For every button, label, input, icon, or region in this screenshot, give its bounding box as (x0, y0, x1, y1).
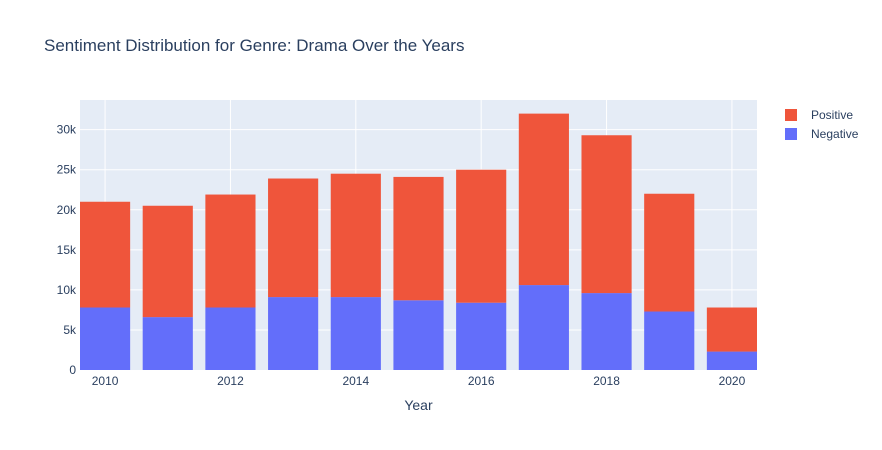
x-tick-label: 2012 (217, 374, 244, 388)
bar-negative-2019 (644, 311, 695, 370)
bar-negative-2015 (393, 300, 444, 370)
x-tick-label: 2018 (593, 374, 620, 388)
bar-negative-2014 (330, 297, 381, 370)
legend-label: Positive (811, 108, 853, 122)
bar-positive-2016 (456, 169, 507, 303)
bar-positive-2010 (80, 201, 131, 308)
x-tick-label: 2014 (342, 374, 369, 388)
bar-positive-2015 (393, 176, 444, 301)
x-axis: 2010 2012 2014 2016 2018 2020 (92, 374, 746, 388)
bar-positive-2011 (142, 205, 193, 318)
y-tick-label: 30k (57, 123, 77, 137)
legend-item-negative[interactable]: Negative (785, 127, 859, 141)
bar-negative-2011 (142, 317, 193, 370)
legend[interactable]: Positive Negative (785, 108, 859, 141)
x-axis-title: Year (404, 397, 433, 413)
bar-positive-2018 (581, 135, 632, 294)
x-tick-label: 2016 (468, 374, 495, 388)
bar-negative-2020 (706, 351, 757, 370)
y-tick-label: 5k (63, 323, 77, 337)
bar-positive-2019 (644, 193, 695, 312)
y-axis: 0 5k 10k 15k 20k 25k 30k (57, 123, 77, 377)
bar-negative-2010 (80, 307, 131, 370)
x-tick-label: 2020 (719, 374, 746, 388)
y-tick-label: 15k (57, 243, 77, 257)
bar-positive-2014 (330, 173, 381, 298)
legend-swatch (785, 128, 797, 140)
bar-positive-2017 (518, 113, 569, 286)
bar-negative-2018 (581, 293, 632, 370)
bar-positive-2013 (268, 178, 319, 298)
chart-title: Sentiment Distribution for Genre: Drama … (44, 36, 464, 55)
y-tick-label: 10k (57, 283, 77, 297)
bar-positive-2020 (706, 307, 757, 352)
legend-label: Negative (811, 127, 859, 141)
bar-negative-2013 (268, 297, 319, 370)
legend-item-positive[interactable]: Positive (785, 108, 853, 122)
bar-negative-2016 (456, 302, 507, 370)
y-tick-label: 20k (57, 203, 77, 217)
bar-negative-2012 (205, 307, 256, 370)
bar-positive-2012 (205, 194, 256, 308)
bar-negative-2017 (518, 285, 569, 370)
legend-swatch (785, 109, 797, 121)
y-tick-label: 0 (69, 363, 76, 377)
y-tick-label: 25k (57, 163, 77, 177)
x-tick-label: 2010 (92, 374, 119, 388)
bars (80, 113, 757, 370)
